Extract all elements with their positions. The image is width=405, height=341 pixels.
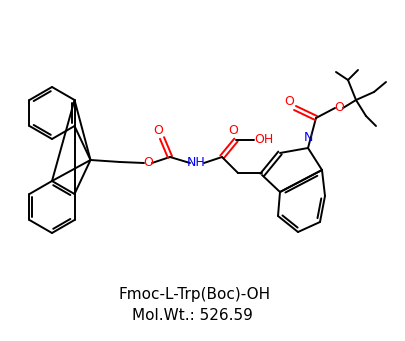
Text: Mol.Wt.: 526.59: Mol.Wt.: 526.59 <box>131 308 252 323</box>
Text: Fmoc-L-Trp(Boc)-OH: Fmoc-L-Trp(Boc)-OH <box>119 287 271 302</box>
Text: O: O <box>153 124 162 137</box>
Text: O: O <box>284 95 293 108</box>
Text: O: O <box>143 157 153 169</box>
Text: O: O <box>228 124 237 137</box>
Text: OH: OH <box>254 133 273 147</box>
Text: O: O <box>333 102 343 115</box>
Text: N: N <box>303 132 312 145</box>
Text: NH: NH <box>186 157 205 169</box>
